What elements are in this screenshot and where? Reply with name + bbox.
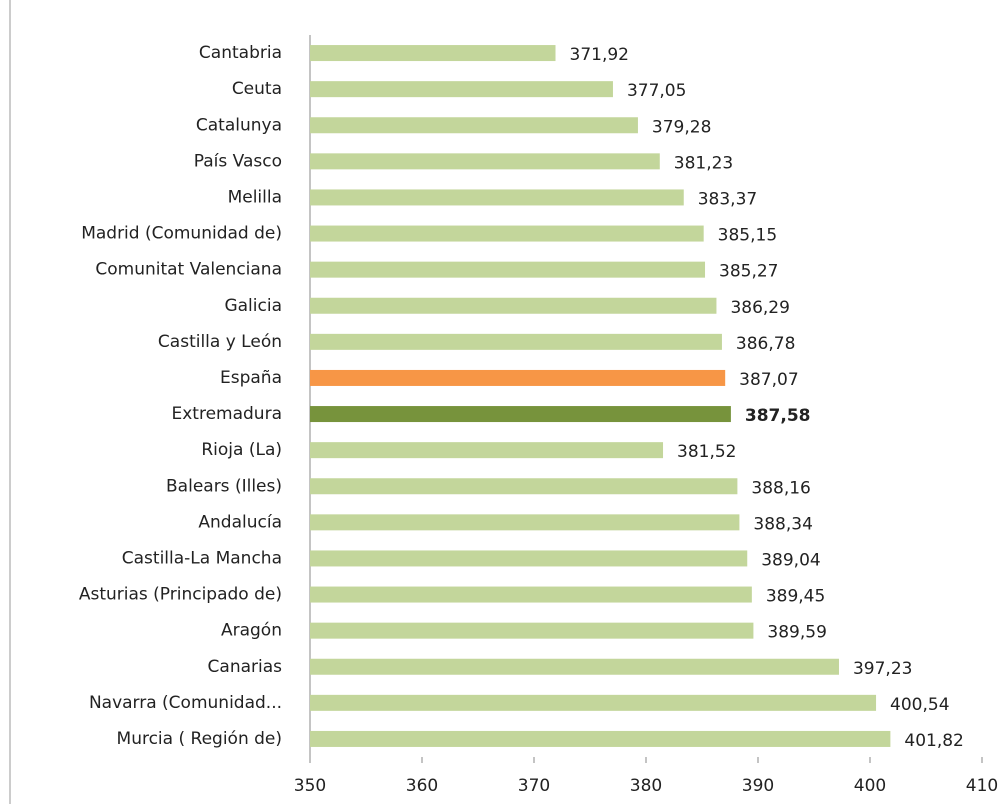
value-label: 389,04 [761, 550, 820, 570]
x-tick-label: 410 [966, 776, 998, 796]
bar [310, 333, 722, 350]
y-tick-label: Andalucía [198, 512, 282, 532]
y-tick-label: Extremadura [172, 404, 283, 424]
value-label: 386,29 [730, 298, 789, 318]
value-label: 388,16 [751, 478, 810, 498]
y-tick-label: Asturias (Principado de) [79, 585, 282, 605]
y-tick-label: Galicia [224, 296, 282, 316]
y-tick-label: Cantabria [199, 43, 282, 63]
y-tick-label: Catalunya [196, 115, 282, 135]
x-tick-label: 350 [294, 776, 326, 796]
bar [310, 261, 706, 278]
y-tick-label: Melilla [228, 187, 282, 207]
value-label: 381,52 [677, 442, 736, 462]
bar [310, 694, 877, 711]
bar [310, 117, 638, 134]
y-tick-label: Navarra (Comunidad... [89, 693, 282, 713]
x-tick-label: 370 [518, 776, 550, 796]
bar [310, 225, 704, 242]
bar [310, 586, 752, 603]
bar [310, 514, 740, 531]
bar [310, 189, 684, 206]
x-tick-label: 400 [854, 776, 886, 796]
bar [310, 153, 660, 170]
bar [310, 550, 748, 567]
value-label: 400,54 [890, 695, 949, 715]
value-label: 383,37 [698, 189, 757, 209]
y-tick-label: Rioja (La) [201, 440, 282, 460]
bar [310, 730, 891, 747]
value-label: 385,27 [719, 262, 778, 282]
y-tick-label: Balears (Illes) [166, 476, 282, 496]
x-tick-label: 390 [742, 776, 774, 796]
bar [310, 622, 754, 639]
value-label: 381,23 [674, 153, 733, 173]
value-label: 388,34 [753, 514, 812, 534]
x-tick-label: 360 [406, 776, 438, 796]
y-tick-label: Comunitat Valenciana [95, 260, 282, 280]
bar [310, 297, 717, 314]
value-label: 387,07 [739, 370, 798, 390]
value-label: 371,92 [570, 45, 629, 65]
bar [310, 81, 613, 98]
value-label: 385,15 [718, 226, 777, 246]
value-label: 386,78 [736, 334, 795, 354]
y-tick-label: Madrid (Comunidad de) [81, 224, 282, 244]
bar [310, 406, 731, 423]
value-label: 379,28 [652, 117, 711, 137]
value-label: 377,05 [627, 81, 686, 101]
value-label: 389,45 [766, 587, 825, 607]
y-tick-label: Murcia ( Región de) [117, 729, 282, 749]
y-tick-label: Castilla-La Mancha [122, 548, 282, 568]
y-tick-label: Aragón [221, 621, 282, 641]
y-tick-label: España [220, 368, 282, 388]
y-tick-label: Ceuta [232, 79, 282, 99]
x-tick-label: 380 [630, 776, 662, 796]
y-tick-label: Canarias [208, 657, 283, 677]
y-tick-label: País Vasco [194, 151, 282, 171]
bar [310, 442, 664, 459]
value-label: 387,58 [745, 406, 811, 426]
bar [310, 45, 556, 62]
value-label: 397,23 [853, 659, 912, 679]
bar [310, 478, 738, 495]
bar [310, 658, 839, 675]
value-label: 401,82 [904, 731, 963, 751]
value-label: 389,59 [767, 623, 826, 643]
bar [310, 369, 726, 386]
y-tick-label: Castilla y León [158, 332, 282, 352]
